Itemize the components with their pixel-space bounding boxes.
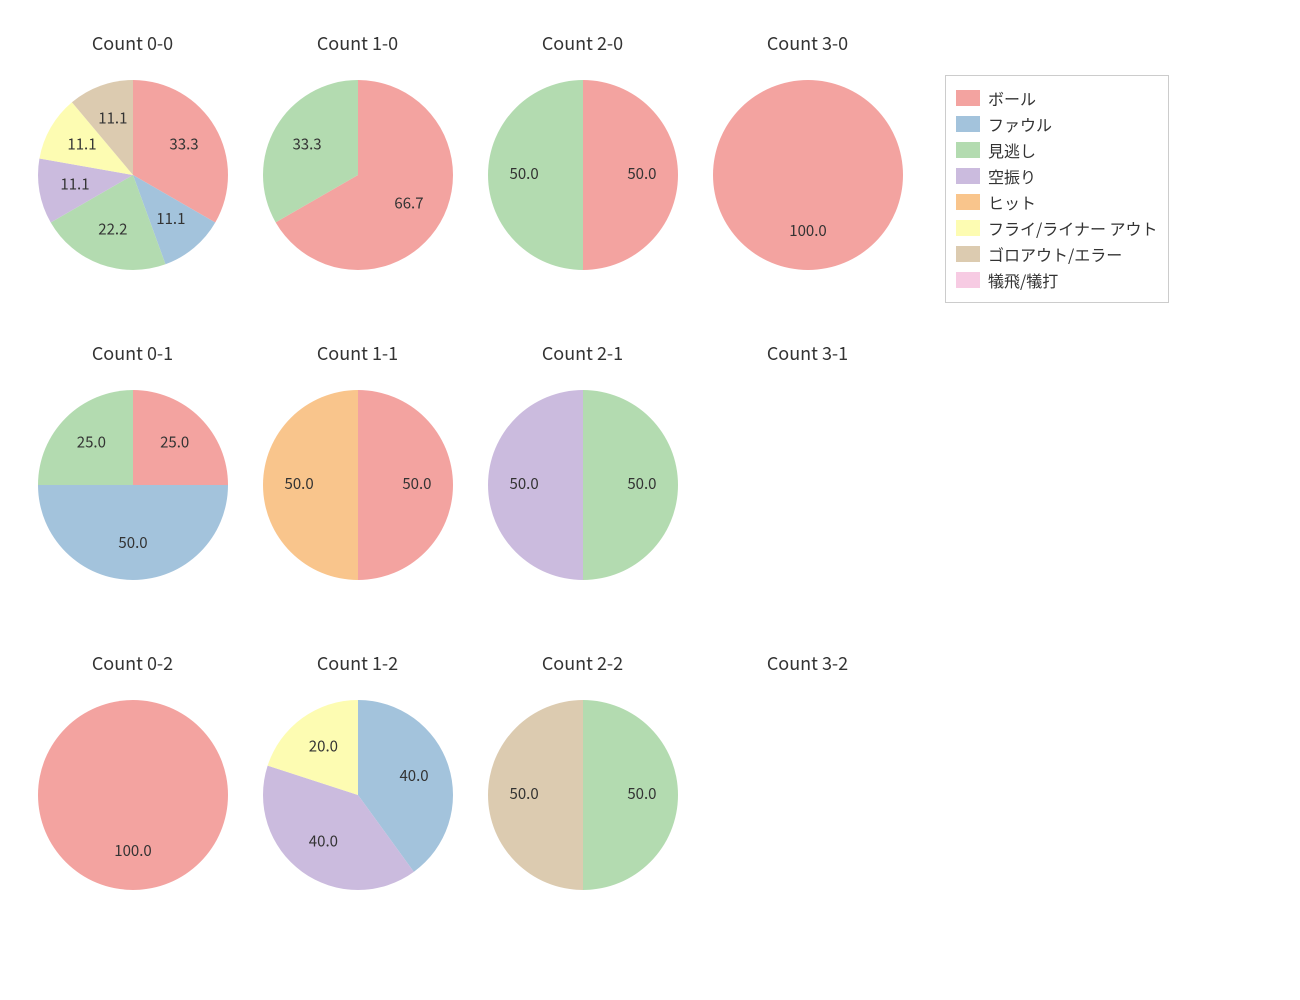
pie-slice-label: 11.1 <box>67 134 96 155</box>
pie-slice-label: 100.0 <box>789 220 826 241</box>
pie-slice-label: 50.0 <box>509 163 538 184</box>
pie-slice-label: 50.0 <box>284 473 313 494</box>
chart-stage: ボールファウル見逃し空振りヒットフライ/ライナー アウトゴロアウト/エラー犠飛/… <box>0 0 1300 1000</box>
pie-chart: 50.0 50.0 <box>458 670 708 920</box>
pie-slice-label: 11.1 <box>156 208 185 229</box>
pie-slice <box>713 80 903 270</box>
legend-swatch <box>956 116 980 132</box>
pie-slice-label: 100.0 <box>114 840 151 861</box>
legend-swatch <box>956 272 980 288</box>
pie-slice-label: 33.3 <box>292 134 321 155</box>
pie-slice-label: 33.3 <box>169 134 198 155</box>
legend-label: ファウル <box>988 112 1052 136</box>
pie-slice-label: 50.0 <box>509 783 538 804</box>
pie-chart: 50.0 50.0 <box>458 360 708 610</box>
pie-title: Count 3-2 <box>695 650 920 676</box>
pie-slice-label: 66.7 <box>394 193 423 214</box>
legend-item: ファウル <box>956 112 1158 136</box>
legend-label: フライ/ライナー アウト <box>988 216 1158 240</box>
legend-swatch <box>956 142 980 158</box>
legend-swatch <box>956 90 980 106</box>
pie-slice-label: 50.0 <box>627 783 656 804</box>
pie-slice-label: 25.0 <box>160 431 189 452</box>
pie-slice-label: 20.0 <box>308 735 337 756</box>
pie-slice-label: 40.0 <box>308 831 337 852</box>
legend-item: 犠飛/犠打 <box>956 268 1158 292</box>
pie-chart: 40.0 40.0 20.0 <box>233 670 483 920</box>
legend-label: 空振り <box>988 164 1036 188</box>
legend-swatch <box>956 194 980 210</box>
pie-slice-label: 50.0 <box>509 473 538 494</box>
pie-slice <box>38 700 228 890</box>
legend-label: 犠飛/犠打 <box>988 268 1058 292</box>
pie-chart: 100.0 <box>8 670 258 920</box>
pie-slice-label: 50.0 <box>627 163 656 184</box>
legend-item: ゴロアウト/エラー <box>956 242 1158 266</box>
legend: ボールファウル見逃し空振りヒットフライ/ライナー アウトゴロアウト/エラー犠飛/… <box>945 75 1169 303</box>
pie-chart: 100.0 <box>683 50 933 300</box>
legend-label: ボール <box>988 86 1036 110</box>
legend-item: ヒット <box>956 190 1158 214</box>
legend-swatch <box>956 220 980 236</box>
pie-chart: 66.7 33.3 <box>233 50 483 300</box>
pie-slice-label: 25.0 <box>76 431 105 452</box>
legend-label: ゴロアウト/エラー <box>988 242 1122 266</box>
legend-item: フライ/ライナー アウト <box>956 216 1158 240</box>
pie-chart: 50.0 50.0 <box>458 50 708 300</box>
legend-label: ヒット <box>988 190 1036 214</box>
pie-slice-label: 50.0 <box>627 473 656 494</box>
legend-swatch <box>956 246 980 262</box>
legend-item: 空振り <box>956 164 1158 188</box>
pie-slice-label: 22.2 <box>98 218 127 239</box>
pie-chart: 33.311.122.211.111.111.1 <box>8 50 258 300</box>
legend-label: 見逃し <box>988 138 1036 162</box>
pie-title: Count 3-1 <box>695 340 920 366</box>
legend-item: ボール <box>956 86 1158 110</box>
legend-item: 見逃し <box>956 138 1158 162</box>
pie-slice-label: 11.1 <box>98 108 127 129</box>
legend-swatch <box>956 168 980 184</box>
pie-slice-label: 40.0 <box>399 765 428 786</box>
pie-chart: 25.0 50.0 25.0 <box>8 360 258 610</box>
pie-slice-label: 50.0 <box>118 532 147 553</box>
pie-chart: 50.0 50.0 <box>233 360 483 610</box>
pie-slice-label: 50.0 <box>402 473 431 494</box>
pie-slice-label: 11.1 <box>60 173 89 194</box>
